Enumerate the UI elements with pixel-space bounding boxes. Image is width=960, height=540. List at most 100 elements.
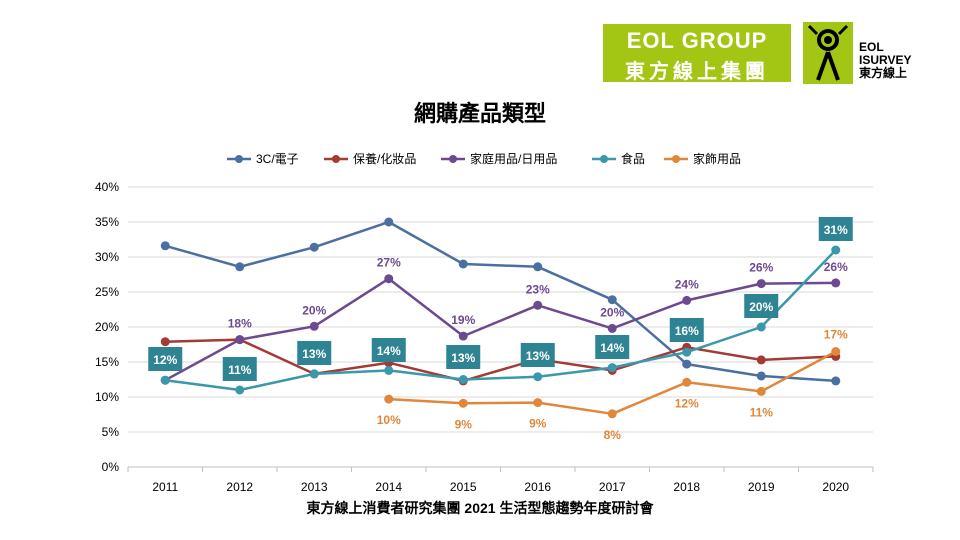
legend-marker bbox=[672, 155, 680, 163]
data-point bbox=[831, 245, 841, 255]
data-label: 13% bbox=[302, 347, 326, 361]
legend-marker bbox=[449, 155, 457, 163]
eol-isurvey-logo-text: EOL ISURVEY 東方線上 bbox=[859, 41, 911, 80]
data-label: 9% bbox=[529, 417, 547, 431]
data-point bbox=[235, 385, 245, 395]
data-label: 24% bbox=[675, 277, 699, 291]
data-label: 26% bbox=[824, 260, 848, 274]
data-point bbox=[682, 359, 692, 369]
y-tick-label: 15% bbox=[95, 355, 119, 369]
data-point bbox=[160, 375, 170, 385]
survey-text-1: EOL bbox=[859, 40, 884, 54]
y-tick-label: 30% bbox=[95, 250, 119, 264]
legend-marker bbox=[235, 155, 243, 163]
y-tick-label: 20% bbox=[95, 320, 119, 334]
data-point bbox=[607, 363, 617, 373]
data-point bbox=[384, 217, 394, 227]
data-point bbox=[607, 323, 617, 333]
data-label: 20% bbox=[302, 303, 326, 317]
data-label: 10% bbox=[377, 413, 401, 427]
eol-group-logo: EOL GROUP 東方線上集團 bbox=[603, 24, 791, 83]
legend-entry: 家飾用品 bbox=[693, 151, 741, 166]
data-label: 20% bbox=[749, 300, 773, 314]
data-point bbox=[831, 278, 841, 288]
data-point bbox=[607, 295, 617, 305]
data-label-box bbox=[148, 347, 183, 371]
chart-axes: 0% 5% 10% 15% 20% 25% 30% 35% 40% 2011 2012 2013 201… bbox=[95, 180, 874, 494]
data-point bbox=[309, 321, 319, 331]
x-tick-label: 2017 bbox=[599, 480, 626, 494]
legend-marker bbox=[332, 155, 340, 163]
data-label: 17% bbox=[824, 328, 848, 342]
data-point bbox=[756, 355, 766, 365]
data-label: 18% bbox=[228, 317, 252, 331]
legend-entry: 3C/電子 bbox=[256, 152, 299, 166]
data-label: 14% bbox=[600, 341, 624, 355]
survey-text-3: 東方線上 bbox=[859, 66, 908, 80]
data-label: 12% bbox=[153, 353, 177, 367]
data-point bbox=[309, 369, 319, 379]
chart-legend: 3C/電子 保養/化妝品 家庭用品/日用品 食品 家飾用品 bbox=[227, 151, 741, 166]
legend-entry: 保養/化妝品 bbox=[353, 151, 416, 166]
data-point bbox=[831, 376, 841, 386]
data-point bbox=[235, 335, 245, 345]
data-point bbox=[682, 295, 692, 305]
data-label: 12% bbox=[675, 396, 699, 410]
data-label: 13% bbox=[451, 351, 475, 365]
x-tick-label: 2018 bbox=[673, 480, 700, 494]
chart-data-labels: 18% 20% 27% 19% 23% 20% 24% 26% 26% 12% 11% 13% 14% 1… bbox=[148, 217, 853, 442]
data-point bbox=[756, 279, 766, 289]
footer-caption: 東方線上消費者研究集團 2021 生活型態趨勢年度研討會 bbox=[306, 500, 654, 516]
eol-isurvey-eye-logo bbox=[803, 22, 853, 84]
data-point bbox=[533, 262, 543, 272]
chart-grid bbox=[128, 186, 873, 468]
data-point bbox=[384, 394, 394, 404]
data-label-box bbox=[520, 343, 555, 367]
data-label: 16% bbox=[675, 324, 699, 338]
y-tick-label: 10% bbox=[95, 390, 119, 404]
data-point bbox=[309, 242, 319, 252]
x-tick-label: 2011 bbox=[152, 480, 178, 494]
data-point bbox=[458, 259, 468, 269]
data-point bbox=[458, 398, 468, 408]
data-point bbox=[756, 371, 766, 381]
eye-icon bbox=[807, 24, 849, 81]
data-label: 13% bbox=[526, 349, 550, 363]
data-point bbox=[756, 322, 766, 332]
data-label: 23% bbox=[526, 282, 550, 296]
data-label-box bbox=[371, 338, 406, 362]
data-label: 20% bbox=[600, 305, 624, 319]
data-point bbox=[682, 377, 692, 387]
y-tick-label: 25% bbox=[95, 285, 119, 299]
data-label: 8% bbox=[604, 428, 622, 442]
x-tick-label: 2015 bbox=[450, 480, 477, 494]
data-label: 31% bbox=[824, 223, 848, 237]
data-label-box bbox=[595, 335, 630, 359]
data-point bbox=[458, 331, 468, 341]
x-tick-label: 2019 bbox=[748, 480, 775, 494]
data-label-box bbox=[669, 318, 704, 342]
eol-group-logo-line1: EOL GROUP bbox=[626, 28, 768, 53]
data-point bbox=[607, 409, 617, 419]
eol-group-logo-line2: 東方線上集團 bbox=[625, 61, 769, 83]
data-point bbox=[756, 386, 766, 396]
data-label: 11% bbox=[228, 363, 252, 377]
legend-entry: 家庭用品/日用品 bbox=[470, 151, 557, 166]
chart-series bbox=[160, 217, 841, 419]
data-label-box bbox=[297, 341, 332, 365]
chart-title: 網購產品類型 bbox=[414, 101, 546, 126]
series-line bbox=[165, 338, 836, 383]
data-point bbox=[682, 347, 692, 357]
data-point bbox=[235, 262, 245, 272]
data-label: 19% bbox=[451, 313, 475, 327]
data-point bbox=[458, 375, 468, 384]
data-label: 27% bbox=[377, 256, 401, 270]
legend-entry: 食品 bbox=[621, 151, 645, 166]
data-label: 14% bbox=[377, 344, 401, 358]
data-point bbox=[533, 300, 543, 310]
x-tick-label: 2012 bbox=[226, 480, 253, 494]
data-point bbox=[160, 337, 170, 347]
legend-marker bbox=[600, 155, 608, 163]
data-point bbox=[533, 398, 543, 408]
y-tick-label: 35% bbox=[95, 215, 119, 229]
